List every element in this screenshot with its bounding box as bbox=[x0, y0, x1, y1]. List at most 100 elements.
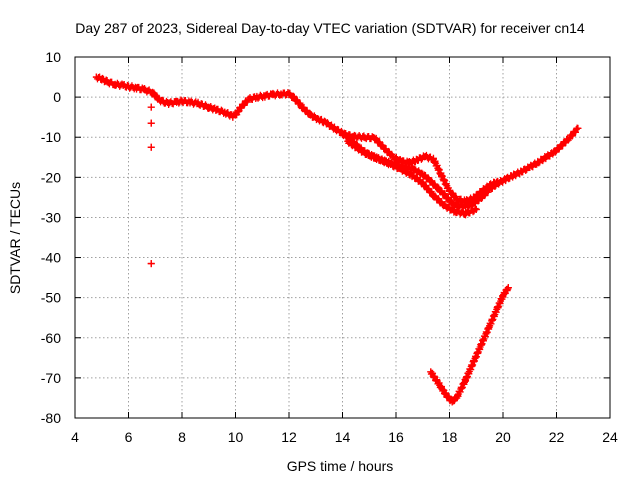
data-point bbox=[290, 94, 298, 102]
data-point bbox=[448, 398, 456, 406]
data-point bbox=[405, 159, 413, 167]
data-point bbox=[376, 155, 384, 163]
data-point bbox=[306, 111, 314, 119]
data-point bbox=[261, 92, 269, 100]
x-tick-label: 22 bbox=[549, 429, 565, 445]
data-point bbox=[478, 340, 486, 348]
data-point bbox=[147, 143, 155, 151]
data-point bbox=[427, 177, 435, 185]
data-point bbox=[111, 80, 119, 88]
data-point bbox=[165, 99, 173, 107]
data-point bbox=[494, 304, 502, 312]
data-point bbox=[387, 160, 395, 168]
data-point bbox=[237, 103, 245, 111]
data-point bbox=[437, 171, 445, 179]
series-upper-branch bbox=[339, 129, 502, 206]
data-point bbox=[454, 195, 462, 203]
axis-ticks: 4 6 8 10 12 14 16 18 20 22 24 10 0 -10 -20 -30 -40 -50 -60… bbox=[41, 49, 618, 445]
data-point bbox=[550, 148, 558, 156]
data-point bbox=[381, 145, 389, 153]
data-point bbox=[245, 95, 253, 103]
data-point bbox=[472, 205, 480, 213]
data-point bbox=[371, 134, 379, 142]
data-point bbox=[429, 155, 437, 163]
data-point bbox=[443, 392, 451, 400]
data-point bbox=[92, 73, 100, 81]
data-point bbox=[446, 187, 453, 195]
data-point bbox=[443, 193, 451, 201]
data-point bbox=[360, 133, 368, 141]
data-point bbox=[330, 124, 338, 132]
data-point bbox=[462, 197, 470, 205]
data-point bbox=[510, 171, 518, 179]
y-tick-label: 10 bbox=[45, 49, 61, 65]
series-outliers bbox=[147, 103, 155, 268]
data-point bbox=[470, 194, 478, 202]
data-point bbox=[397, 165, 405, 173]
data-point bbox=[285, 90, 293, 98]
data-point bbox=[486, 322, 494, 330]
x-tick-label: 20 bbox=[495, 429, 511, 445]
chart-title: Day 287 of 2023, Sidereal Day-to-day VTE… bbox=[75, 20, 585, 36]
data-point bbox=[427, 368, 435, 376]
grid bbox=[75, 57, 610, 418]
y-tick-label: -40 bbox=[41, 250, 61, 266]
y-tick-label: -50 bbox=[41, 290, 61, 306]
data-point bbox=[147, 260, 155, 268]
x-tick-label: 10 bbox=[228, 429, 244, 445]
data-point bbox=[253, 93, 261, 101]
data-point bbox=[494, 177, 502, 185]
data-point bbox=[413, 156, 421, 164]
data-point bbox=[194, 100, 202, 108]
data-point bbox=[432, 376, 440, 384]
data-point bbox=[355, 145, 363, 153]
x-tick-label: 14 bbox=[335, 429, 351, 445]
data-point bbox=[314, 115, 322, 123]
x-tick-label: 6 bbox=[125, 429, 133, 445]
data-point bbox=[298, 103, 306, 111]
data-point bbox=[173, 98, 181, 106]
x-tick-label: 4 bbox=[71, 429, 79, 445]
x-tick-label: 8 bbox=[178, 429, 186, 445]
data-point bbox=[542, 153, 550, 161]
data-point bbox=[103, 78, 111, 86]
data-point bbox=[125, 83, 132, 91]
data-point bbox=[159, 98, 167, 106]
data-point bbox=[566, 133, 574, 141]
y-tick-label: -10 bbox=[41, 129, 61, 145]
y-tick-label: -70 bbox=[41, 370, 61, 386]
data-point bbox=[451, 207, 459, 215]
y-tick-label: -60 bbox=[41, 330, 61, 346]
data-point bbox=[504, 284, 512, 292]
data-point bbox=[349, 132, 357, 140]
data-point bbox=[269, 91, 277, 99]
data-point bbox=[232, 111, 239, 119]
data-point bbox=[344, 137, 352, 145]
data-point bbox=[133, 84, 141, 92]
data-point bbox=[574, 124, 582, 132]
data-point bbox=[221, 108, 229, 116]
data-point bbox=[178, 97, 186, 105]
data-point bbox=[421, 152, 429, 160]
data-point bbox=[98, 75, 106, 83]
data-point bbox=[534, 158, 542, 166]
data-point bbox=[462, 209, 470, 217]
data-point bbox=[365, 151, 373, 159]
data-point bbox=[454, 392, 462, 400]
data-point bbox=[147, 119, 155, 127]
data-point bbox=[419, 179, 427, 187]
data-point bbox=[389, 153, 397, 161]
x-tick-label: 18 bbox=[442, 429, 458, 445]
data-point bbox=[154, 95, 162, 103]
data-point bbox=[186, 98, 194, 106]
data-point bbox=[147, 103, 155, 111]
data-point bbox=[213, 106, 221, 114]
y-tick-label: -30 bbox=[41, 209, 61, 225]
y-tick-label: -80 bbox=[41, 410, 61, 426]
data-point bbox=[502, 175, 510, 183]
data-point bbox=[486, 181, 494, 189]
data-point bbox=[408, 171, 416, 179]
data-point bbox=[437, 384, 445, 392]
data-point bbox=[397, 157, 405, 165]
